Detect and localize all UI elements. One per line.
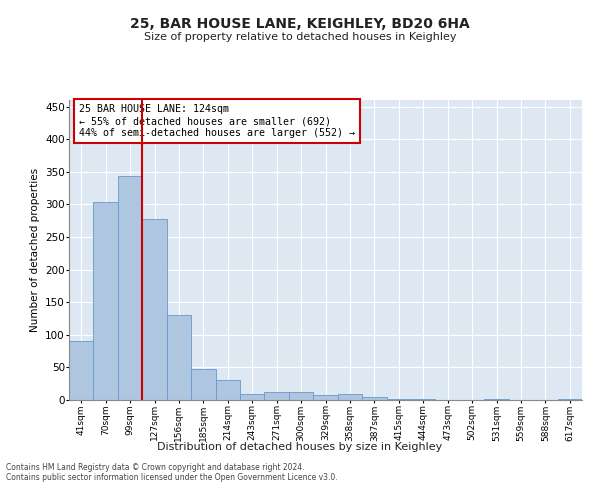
Bar (338, 394, 362, 400)
Bar (362, 398, 386, 400)
Y-axis label: Number of detached properties: Number of detached properties (29, 168, 40, 332)
Text: Size of property relative to detached houses in Keighley: Size of property relative to detached ho… (144, 32, 456, 42)
Bar (240, 394, 265, 400)
Text: 25 BAR HOUSE LANE: 124sqm
← 55% of detached houses are smaller (692)
44% of semi: 25 BAR HOUSE LANE: 124sqm ← 55% of detac… (79, 104, 355, 138)
Text: 25, BAR HOUSE LANE, KEIGHLEY, BD20 6HA: 25, BAR HOUSE LANE, KEIGHLEY, BD20 6HA (130, 18, 470, 32)
Bar (94, 202, 118, 400)
Bar (557, 398, 582, 400)
Bar (265, 392, 289, 400)
Bar (484, 398, 509, 400)
Bar (142, 220, 167, 400)
Bar (289, 392, 313, 400)
Text: Distribution of detached houses by size in Keighley: Distribution of detached houses by size … (157, 442, 443, 452)
Bar (191, 370, 215, 400)
Text: Contains HM Land Registry data © Crown copyright and database right 2024.: Contains HM Land Registry data © Crown c… (6, 464, 305, 472)
Text: Contains public sector information licensed under the Open Government Licence v3: Contains public sector information licen… (6, 474, 338, 482)
Bar (167, 314, 191, 400)
Bar (215, 380, 240, 400)
Bar (69, 342, 94, 400)
Bar (313, 396, 338, 400)
Bar (118, 176, 142, 400)
